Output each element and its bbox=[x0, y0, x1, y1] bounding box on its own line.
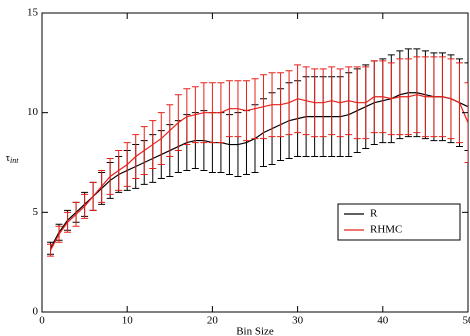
legend-label: RHMC bbox=[370, 224, 402, 236]
x-tick-label: 40 bbox=[377, 315, 389, 327]
plot-area bbox=[47, 48, 468, 257]
error-bar bbox=[464, 62, 468, 152]
legend-label: R bbox=[370, 208, 378, 220]
y-tick-label: 15 bbox=[27, 7, 39, 19]
y-label-main: τ bbox=[6, 152, 11, 164]
y-tick-label: 0 bbox=[33, 306, 39, 318]
x-tick-label: 0 bbox=[39, 315, 45, 327]
error-bar bbox=[47, 243, 55, 257]
y-tick-label: 10 bbox=[27, 106, 39, 118]
x-tick-label: 30 bbox=[292, 315, 304, 327]
series-line bbox=[49, 92, 468, 249]
error-bar bbox=[464, 82, 468, 163]
y-tick-label: 5 bbox=[33, 206, 39, 218]
series-line bbox=[49, 94, 468, 251]
x-tick-label: 10 bbox=[122, 315, 134, 327]
legend-box bbox=[337, 203, 461, 241]
x-tick-label: 50 bbox=[463, 315, 470, 327]
y-label-sub: int bbox=[10, 156, 19, 165]
y-axis-label: τint bbox=[6, 152, 20, 165]
x-axis-label: Bin Size bbox=[236, 326, 274, 336]
x-tick-label: 20 bbox=[207, 315, 219, 327]
